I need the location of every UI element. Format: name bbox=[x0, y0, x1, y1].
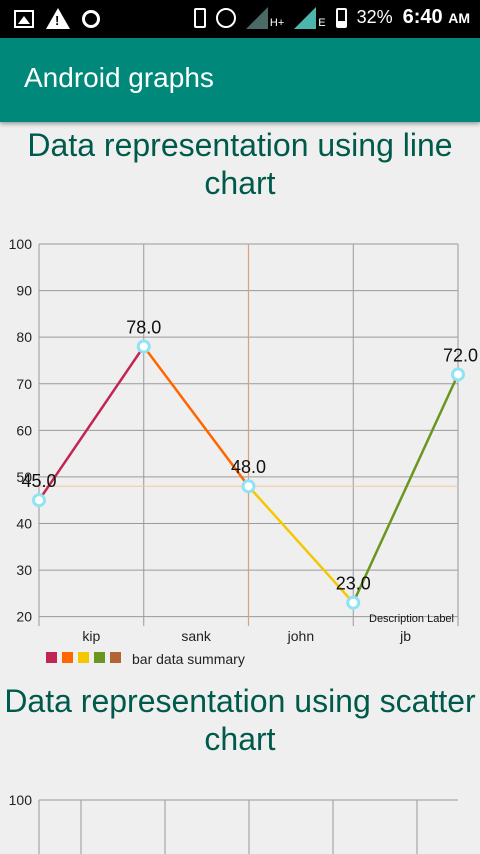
scatter-chart-title: Data representation using scatter chart bbox=[4, 683, 476, 757]
data-point bbox=[32, 493, 46, 508]
x-tick-label: jb bbox=[399, 628, 411, 644]
legend-swatch bbox=[78, 652, 89, 663]
alarm-icon bbox=[215, 7, 236, 28]
chart-legend: bar data summary bbox=[46, 650, 245, 668]
legend-swatch bbox=[110, 652, 121, 663]
vibrate-icon bbox=[193, 7, 206, 28]
series-line-segment bbox=[352, 373, 460, 604]
data-point bbox=[241, 479, 256, 494]
line-chart-title: Data representation using line chart bbox=[27, 127, 453, 201]
data-point bbox=[136, 339, 151, 354]
signal-icon bbox=[245, 6, 268, 29]
x-tick-label: sank bbox=[181, 628, 212, 644]
status-bar: ! H+ E 32% 6:40 AM bbox=[0, 0, 480, 38]
y-tick-label: 40 bbox=[16, 516, 32, 532]
x-tick-label: kip bbox=[82, 628, 100, 644]
app-bar: Android graphs bbox=[0, 38, 480, 122]
y-tick-label: 50 bbox=[16, 469, 32, 485]
y-tick-label: 60 bbox=[16, 422, 32, 438]
legend-swatches bbox=[46, 650, 126, 668]
legend-swatch bbox=[62, 652, 73, 663]
scatter-chart[interactable]: 100 bbox=[0, 790, 480, 854]
data-label: 23.0 bbox=[336, 574, 371, 594]
data-label: 45.0 bbox=[21, 471, 56, 491]
chart-description: Description Label bbox=[369, 613, 454, 625]
data-point bbox=[346, 595, 361, 610]
app-title: Android graphs bbox=[24, 62, 214, 93]
y-tick-label: 100 bbox=[9, 236, 33, 252]
battery-charging-icon bbox=[335, 7, 347, 28]
legend-swatch bbox=[94, 652, 105, 663]
battery-percent: 32% bbox=[356, 7, 393, 27]
clock: 6:40 AM bbox=[402, 6, 470, 28]
data-label: 72.0 bbox=[443, 345, 478, 365]
legend-swatch bbox=[46, 652, 57, 663]
series-line-segment bbox=[37, 345, 145, 501]
y-tick-label: 80 bbox=[16, 329, 32, 345]
y-tick-label: 90 bbox=[16, 283, 32, 299]
warning-icon: ! bbox=[46, 8, 70, 29]
network-type-label: E bbox=[318, 17, 326, 29]
data-point bbox=[451, 367, 465, 382]
data-label: 48.0 bbox=[231, 457, 266, 477]
series-line-segment bbox=[247, 485, 355, 604]
x-tick-label: john bbox=[287, 628, 314, 644]
y-tick-label: 20 bbox=[16, 609, 32, 625]
sync-icon bbox=[82, 9, 100, 28]
y-tick-label: 70 bbox=[16, 376, 32, 392]
y-tick-label: 30 bbox=[16, 562, 32, 578]
signal-icon bbox=[294, 6, 317, 29]
data-label: 78.0 bbox=[126, 317, 161, 337]
y-tick-label: 100 bbox=[9, 792, 33, 808]
image-icon bbox=[14, 9, 34, 28]
legend-label: bar data summary bbox=[132, 651, 245, 667]
series-line-segment bbox=[142, 345, 250, 487]
network-type-label: H+ bbox=[269, 17, 285, 29]
line-chart[interactable]: 20 30 40 50 60 70 80 90 100 kip sank john jb 45.0 78.0… bbox=[0, 230, 480, 650]
